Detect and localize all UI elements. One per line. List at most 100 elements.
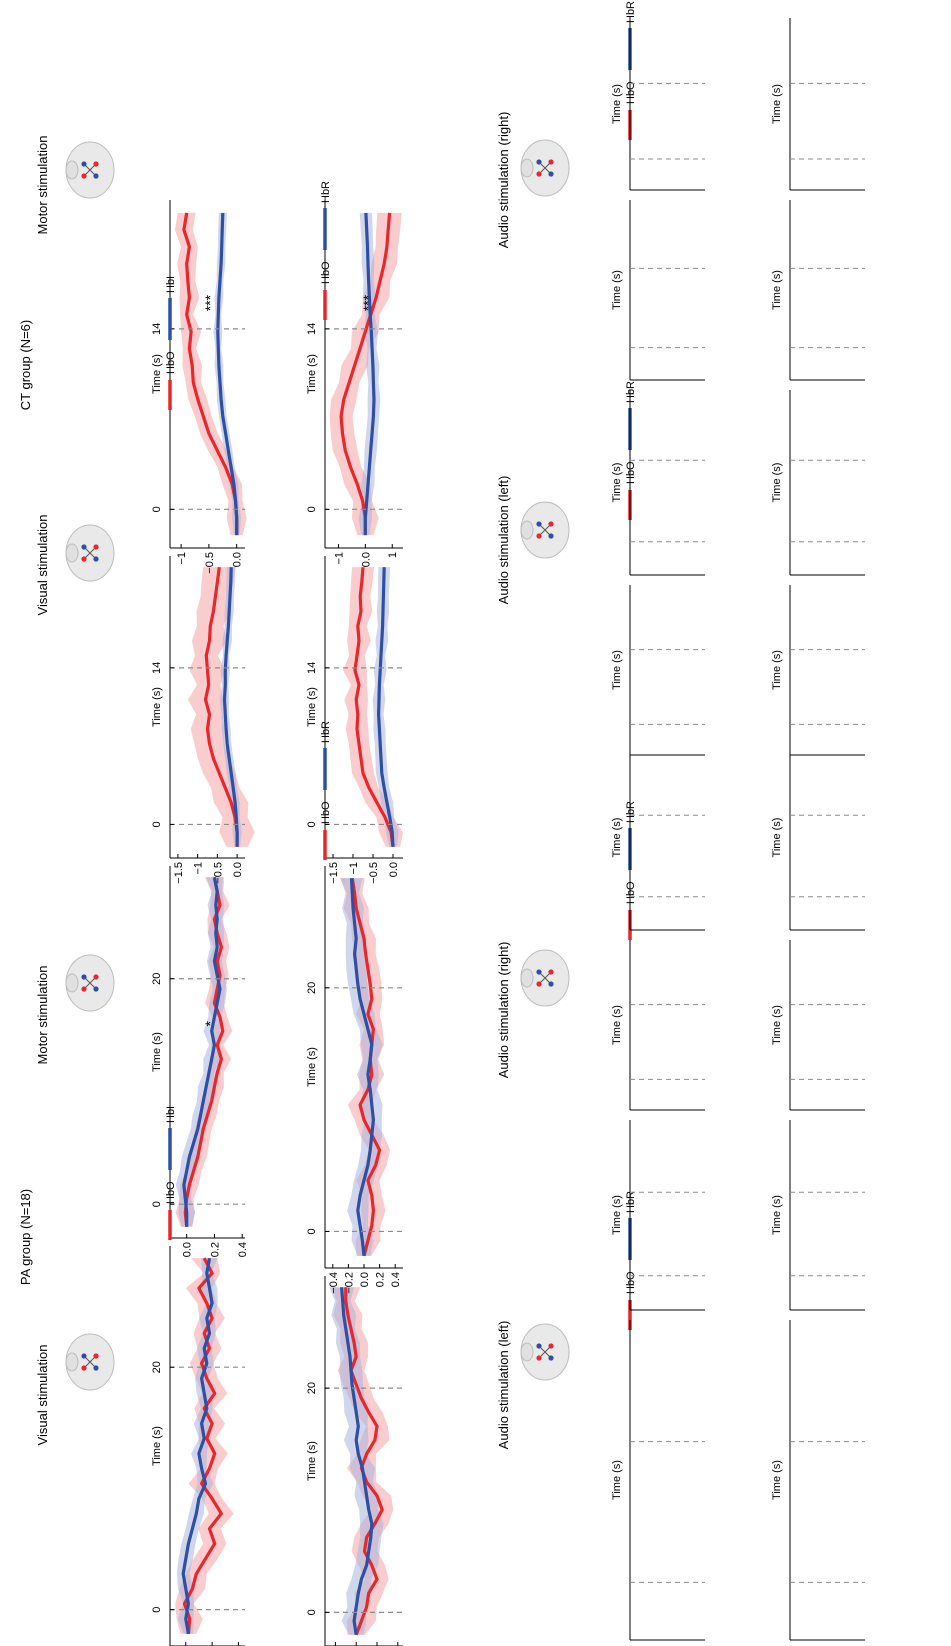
head-model-icon (520, 501, 570, 559)
time-axis-label: Time (s) (771, 650, 783, 690)
detector-dot (81, 974, 87, 980)
probe-link (83, 1355, 97, 1369)
hbo-legend-label: HbO (320, 801, 332, 824)
hbr-error-band (372, 567, 399, 847)
source-dot (81, 173, 87, 179)
detector-dot (548, 533, 554, 539)
audio-panel-frame: Time (s) (611, 200, 705, 381)
audio-panel-frame: Time (s) (771, 390, 865, 576)
detector-dot (536, 969, 542, 975)
hbo-legend-label: HbO (625, 461, 637, 484)
hbr-legend-label: HbR (320, 721, 332, 743)
hbr-legend-label: HbR (625, 1, 637, 23)
significance-marker: *** (202, 294, 218, 311)
value-tick-label: −0.2 (343, 1272, 355, 1294)
time-tick-label: 0 (151, 1201, 163, 1207)
value-tick-label: 1 (387, 552, 399, 558)
hbo-series-line (183, 876, 225, 1227)
source-dot (548, 969, 554, 975)
head-nose (65, 973, 79, 993)
chart-panel: 1 0.0 −1 0 14 Time (s) *** (306, 200, 403, 567)
source-dot (536, 171, 542, 177)
legend: HbO HbR (320, 721, 332, 860)
audio-panel-frame: Time (s) (771, 18, 865, 191)
source-dot (93, 974, 99, 980)
legend: HbO HbR (625, 1191, 637, 1330)
hbr-series-line (216, 212, 239, 536)
hbo-legend-label: HbO (165, 351, 177, 374)
time-axis-label: Time (s) (611, 463, 623, 503)
hbo-legend-label: HbO (625, 81, 637, 104)
time-tick-label: 0 (306, 506, 318, 512)
time-axis-label: Time (s) (771, 84, 783, 124)
time-axis-label: Time (s) (306, 1047, 318, 1087)
chart-panel: 0.4 0.2 0.0 0 20 Time (s) * (151, 866, 249, 1257)
time-tick-label: 14 (306, 662, 318, 674)
detector-dot (81, 1353, 87, 1359)
hbr-series-line (181, 1257, 214, 1635)
ct-motor-title: Motor stimulation (35, 136, 50, 235)
audio-panel-frame: Time (s) (611, 745, 705, 931)
legend: HbO HbR (625, 801, 637, 940)
head-model-icon (520, 1323, 570, 1381)
source-dot (536, 981, 542, 987)
ct-audio-left-title: Audio stimulation (left) (496, 476, 511, 605)
pa-visual-title: Visual stimulation (35, 1345, 50, 1446)
time-axis-label: Time (s) (771, 463, 783, 503)
probe-link (538, 523, 552, 537)
source-dot (536, 1355, 542, 1361)
head-model-icons (65, 139, 570, 1391)
audio-panel-frame: Time (s) (771, 200, 865, 381)
legend: HbO HbR (625, 381, 637, 520)
head-nose (520, 1342, 534, 1362)
audio-panel-frame: Time (s) (771, 1320, 865, 1641)
time-tick-label: 0 (306, 1228, 318, 1234)
head-nose (520, 968, 534, 988)
time-tick-label: 0 (306, 821, 318, 827)
value-tick-label: 0.0 (359, 1272, 371, 1287)
hbr-legend-label: HbR (625, 1191, 637, 1213)
detector-dot (93, 173, 99, 179)
detector-dot (536, 159, 542, 165)
value-tick-label: −0.5 (204, 552, 216, 574)
hbr-error-band (358, 212, 381, 536)
head-nose (520, 158, 534, 178)
source-dot (93, 161, 99, 167)
time-tick-label: 0 (151, 1607, 163, 1613)
probe-link (83, 976, 97, 990)
pa-motor-title: Motor stimulation (35, 966, 50, 1065)
value-tick-label: −1 (193, 862, 205, 875)
value-tick-label: 0.0 (232, 552, 244, 567)
audio-panel-frame: Time (s) (611, 585, 705, 756)
hbr-series-line (182, 876, 222, 1227)
detector-dot (93, 986, 99, 992)
hbo-series-line (350, 877, 382, 1257)
ct-group-title: CT group (N=6) (18, 320, 33, 410)
probe-link (538, 1345, 552, 1359)
value-tick-label: 0.2 (209, 1242, 221, 1257)
chart-panel: 0.0 −0.5 −1 0 14 Time (s) *** (151, 200, 247, 574)
detector-dot (81, 161, 87, 167)
hbo-error-band (343, 567, 403, 847)
hbr-legend-label: HbI (165, 1106, 177, 1123)
audio-stimulation-panels: Time (s) Time (s) Time (s) Time (s) Time (s)… (611, 18, 865, 1641)
time-tick-label: 14 (306, 323, 318, 335)
legend: HbO HbR (625, 1, 637, 140)
time-tick-label: 0 (151, 506, 163, 512)
head-model-icon (520, 949, 570, 1007)
time-tick-label: 14 (151, 323, 163, 335)
hbo-legend-label: HbO (625, 1271, 637, 1294)
value-tick-label: −1.5 (173, 862, 185, 884)
hbo-series-line (344, 1287, 384, 1636)
hbr-legend-label: HbR (320, 181, 332, 203)
value-tick-label: −1.5 (328, 862, 340, 884)
time-axis-label: Time (s) (306, 687, 318, 727)
audio-panel-frame: Time (s) (771, 745, 865, 931)
value-tick-label: 0.0 (182, 1242, 194, 1257)
pa-audio-right-title: Audio stimulation (right) (496, 942, 511, 1079)
head-nose (65, 160, 79, 180)
head-nose (520, 520, 534, 540)
value-tick-label: −1 (176, 552, 188, 565)
